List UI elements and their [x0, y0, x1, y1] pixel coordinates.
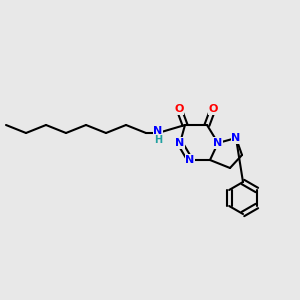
Text: N: N	[231, 133, 241, 143]
Text: H: H	[154, 135, 162, 145]
Text: O: O	[174, 104, 184, 114]
Text: O: O	[208, 104, 218, 114]
Text: N: N	[213, 138, 223, 148]
Text: N: N	[176, 138, 184, 148]
Text: N: N	[153, 126, 163, 136]
Text: N: N	[185, 155, 195, 165]
